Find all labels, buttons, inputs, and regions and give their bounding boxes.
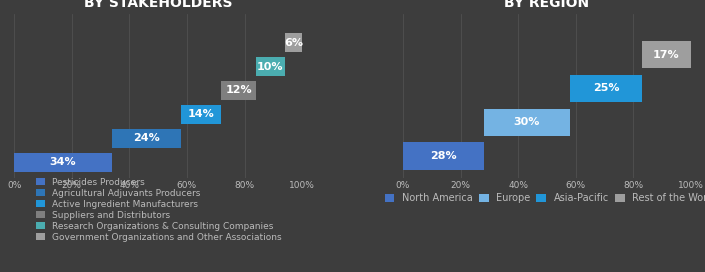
Legend: North America, Europe, Asia-Pacific, Rest of the World: North America, Europe, Asia-Pacific, Res… (385, 193, 705, 203)
Text: 28%: 28% (430, 151, 457, 161)
Legend: Pesticides Producers, Agricultural Adjuvants Producers, Active Ingredient Manufa: Pesticides Producers, Agricultural Adjuv… (36, 178, 282, 242)
Text: 30%: 30% (513, 117, 540, 127)
Bar (484, 109, 570, 136)
Text: 25%: 25% (593, 83, 619, 93)
Bar (403, 142, 484, 170)
Bar (256, 57, 285, 76)
Title: BY REGION: BY REGION (504, 0, 589, 10)
Text: 34%: 34% (50, 157, 76, 167)
Text: 10%: 10% (257, 61, 283, 72)
Text: 14%: 14% (188, 109, 215, 119)
Bar (285, 33, 302, 52)
Title: BY STAKEHOLDERS: BY STAKEHOLDERS (84, 0, 233, 10)
Text: 12%: 12% (226, 85, 252, 95)
Bar (570, 75, 642, 102)
Bar (14, 153, 112, 172)
Text: 6%: 6% (284, 38, 303, 48)
Bar (642, 41, 691, 68)
Bar (112, 129, 181, 148)
Text: 17%: 17% (653, 50, 680, 60)
Bar (181, 105, 221, 124)
Text: 24%: 24% (133, 133, 160, 143)
Bar (221, 81, 256, 100)
